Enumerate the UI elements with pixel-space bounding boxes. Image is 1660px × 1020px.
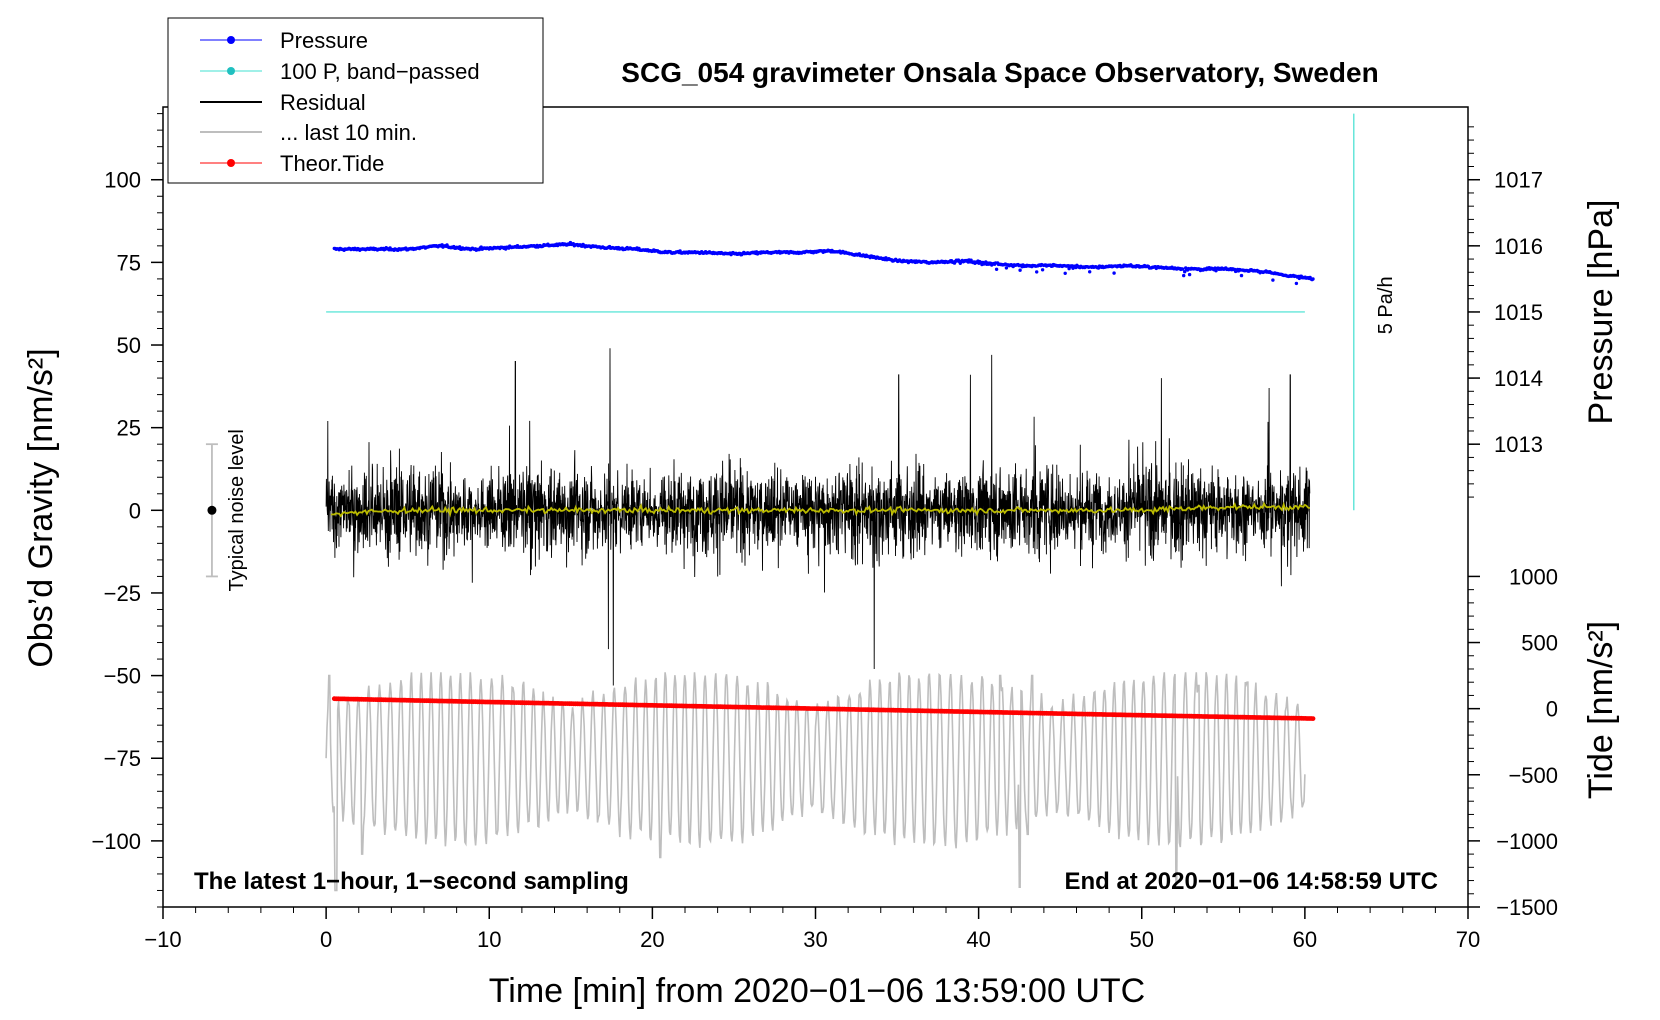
legend-marker-pressure [227,36,235,44]
legend-label-bandpassed: 100 P, band−passed [280,59,480,84]
pressure-tick-label: 1017 [1494,168,1543,193]
pressure-point [1311,277,1315,281]
tide-point [1310,716,1316,721]
left-y-tick-label: 25 [117,416,141,441]
tide-tick-label: −1500 [1496,895,1558,920]
x-tick-label: 10 [477,927,501,952]
legend-marker-bandpassed [227,67,235,75]
plot-area [205,113,1355,892]
chart-title: SCG_054 gravimeter Onsala Space Observat… [621,57,1378,88]
pressure-point [1112,271,1116,275]
legend-label-last10: ... last 10 min. [280,120,417,145]
pressure-point [994,267,999,271]
x-tick-label: 60 [1293,927,1317,952]
pressure-point [1004,266,1009,270]
legend: Pressure 100 P, band−passed Residual ...… [167,17,544,184]
series-tide [331,696,1316,721]
scale-bar-label: 5 Pa/h [1375,276,1397,334]
pressure-tick-label: 1014 [1494,366,1543,391]
x-tick-label: 30 [803,927,827,952]
pressure-point [1239,273,1244,278]
left-y-tick-label: −100 [91,829,141,854]
tide-tick-label: 0 [1546,697,1558,722]
tide-tick-label: −1000 [1496,829,1558,854]
noise-indicator [205,443,218,578]
legend-label-residual: Residual [280,90,366,115]
tide-tick-label: 1000 [1509,564,1558,589]
axes: −10 0 10 20 30 40 50 60 701007550250−25−50−75−10… [91,113,1558,952]
pressure-point [1035,270,1039,274]
pressure-tick-label: 1016 [1494,234,1543,259]
left-y-tick-label: 0 [129,498,141,523]
left-y-tick-label: 75 [117,250,141,275]
legend-marker-tide [227,159,235,167]
x-tick-label: 20 [640,927,664,952]
pressure-tick-label: 1015 [1494,300,1543,325]
left-y-tick-label: 100 [104,168,141,193]
noise-center-dot [207,505,217,515]
x-tick-label: −10 [144,927,181,952]
left-y-tick-label: 50 [117,333,141,358]
y-axis-label-tide: Tide [nm/s²] [1582,621,1620,799]
legend-box [167,17,544,184]
series-residual-smoothed-line [330,501,1311,518]
left-y-tick-label: −50 [104,664,141,689]
x-axis-label: Time [min] from 2020−01−06 13:59:00 UTC [489,972,1145,1010]
left-y-tick-label: −25 [104,581,141,606]
y-axis-label-pressure: Pressure [hPa] [1582,200,1620,425]
series-last10-line [325,672,1306,892]
x-tick-label: 50 [1130,927,1154,952]
legend-entry-residual: Residual [200,90,366,115]
legend-label-tide: Theor.Tide [280,151,384,176]
pressure-point [1181,267,1185,271]
pressure-tick-label: 1013 [1494,432,1543,457]
pressure-point [1063,271,1067,275]
series-pressure [332,240,1315,286]
series-residual-line [325,348,1311,686]
legend-entry-bandpassed: 100 P, band−passed [200,59,480,84]
legend-label-pressure: Pressure [280,28,368,53]
y-axis-label-left: Obs’d Gravity [nm/s²] [22,348,60,667]
x-tick-label: 70 [1456,927,1480,952]
tide-tick-label: 500 [1521,631,1558,656]
left-y-tick-label: −75 [104,746,141,771]
pressure-point [1088,270,1092,274]
legend-entry-tide: Theor.Tide [200,151,384,176]
annotation-end-time: End at 2020−01−06 14:58:59 UTC [1064,868,1438,895]
pressure-point [1183,270,1187,274]
pressure-point [1040,268,1045,272]
x-tick-label: 0 [320,927,332,952]
pressure-point [1182,273,1186,278]
noise-level-label: Typical noise level [226,429,248,591]
legend-entry-last10: ... last 10 min. [200,120,417,145]
annotation-sampling: The latest 1−hour, 1−second sampling [194,868,629,895]
x-tick-label: 40 [966,927,990,952]
pressure-point [1271,278,1275,282]
pressure-point [1187,272,1192,277]
tide-tick-label: −500 [1508,763,1558,788]
legend-entry-pressure: Pressure [200,28,368,53]
pressure-point [1294,281,1299,286]
pressure-point [1018,268,1022,272]
